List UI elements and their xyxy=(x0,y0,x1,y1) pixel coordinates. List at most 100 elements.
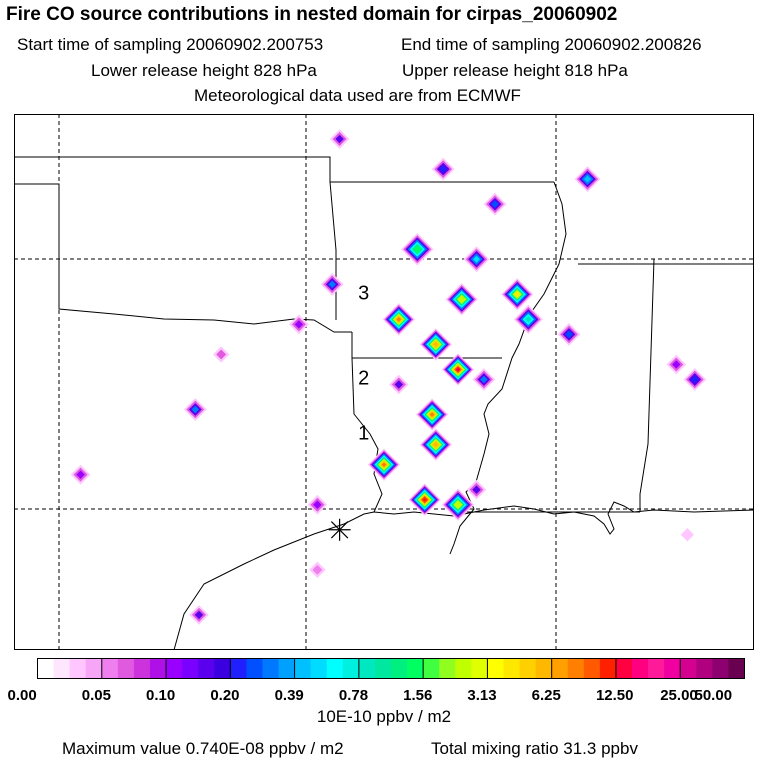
colorbar-tick-label: 0.20 xyxy=(210,687,239,704)
colorbar-tick-label: 50.00 xyxy=(695,687,733,704)
plume-patch xyxy=(466,479,487,500)
lat-lon-grid xyxy=(14,114,754,650)
plume-contour xyxy=(458,296,465,303)
colorbar-cell xyxy=(423,658,440,679)
colorbar-cell xyxy=(567,658,585,679)
state-borders xyxy=(14,156,754,650)
start-time-label: Start time of sampling 20060902.200753 xyxy=(17,35,324,54)
plume-patch xyxy=(320,272,344,296)
plume-contour xyxy=(472,255,481,263)
colorbar-cell xyxy=(278,658,296,679)
plume-contour xyxy=(455,367,461,372)
plume-patch xyxy=(463,246,490,273)
colorbar-cell xyxy=(133,658,151,679)
colorbar-tick-label: 0.39 xyxy=(275,687,304,704)
colorbar-tick-label: 12.50 xyxy=(596,687,634,704)
colorbar-cell xyxy=(198,658,215,679)
plume-patch xyxy=(70,464,91,485)
colorbar-cell xyxy=(101,658,119,679)
plume-patch xyxy=(419,428,452,461)
colorbar-cell xyxy=(294,658,312,679)
colorbar-cell xyxy=(37,658,55,679)
colorbar-cell xyxy=(551,658,569,679)
max-value-label: Maximum value 0.740E-08 ppbv / m2 xyxy=(62,739,344,758)
plume-contour xyxy=(433,442,439,448)
colorbar-cell xyxy=(358,658,376,679)
plume-patch xyxy=(329,129,350,149)
plume-layer xyxy=(70,129,707,625)
plume-contour xyxy=(422,497,428,503)
colorbar-cell xyxy=(53,658,71,679)
plume-patch xyxy=(415,398,449,431)
plume-contour xyxy=(191,405,200,414)
plume-contour xyxy=(76,470,85,479)
upper-height-label: Upper release height 818 hPa xyxy=(402,61,628,80)
colorbar-cell xyxy=(246,658,263,679)
colorbar-cell xyxy=(326,658,344,679)
colorbar-cell xyxy=(487,658,504,679)
colorbar-cell xyxy=(439,658,456,679)
colorbar-cell xyxy=(599,658,617,679)
colorbar-cell xyxy=(374,658,392,679)
colorbar-cell xyxy=(230,658,247,679)
colorbar-cell xyxy=(262,658,280,679)
colorbar-cell xyxy=(680,658,697,679)
plume-patch xyxy=(557,323,581,346)
plume-patch xyxy=(419,328,452,361)
colorbar-cell xyxy=(519,658,537,679)
colorbar-cell xyxy=(69,658,87,679)
colorbar-tick-label: 6.25 xyxy=(532,687,561,704)
trajectory-marker-1: 1 xyxy=(358,423,369,445)
plume-contour xyxy=(294,320,304,329)
plume-contour xyxy=(414,246,421,253)
plume-patch xyxy=(472,368,496,391)
plume-contour xyxy=(480,375,488,384)
colorbar-cell xyxy=(615,658,633,679)
colorbar-tick-label: 0.00 xyxy=(8,687,37,704)
colorbar-tick-label: 0.78 xyxy=(339,687,368,704)
plume-contour xyxy=(312,564,323,575)
plume-contour xyxy=(583,175,592,183)
plume-patch xyxy=(574,166,601,193)
chart-title: Fire CO source contributions in nested d… xyxy=(6,4,618,25)
plume-contour xyxy=(429,412,435,418)
plume-contour xyxy=(680,528,694,542)
total-mixing-label: Total mixing ratio 31.3 ppbv xyxy=(431,739,638,758)
plume-contour xyxy=(313,500,322,509)
colorbar-tick-label: 1.56 xyxy=(403,687,432,704)
plume-patch xyxy=(408,483,441,516)
colorbar-cell xyxy=(310,658,328,679)
plume-contour xyxy=(194,610,204,620)
colorbar-cell xyxy=(182,658,199,679)
plume-contour xyxy=(691,375,699,384)
colorbar-cell xyxy=(632,658,649,679)
plume-patch xyxy=(666,354,687,375)
plume-contour xyxy=(394,380,403,389)
colorbar-cell xyxy=(117,658,135,679)
end-time-label: End time of sampling 20060902.200826 xyxy=(401,35,702,54)
colorbar-cell xyxy=(583,658,601,679)
colorbar-tick-label: 0.10 xyxy=(146,687,175,704)
plume-patch xyxy=(389,374,409,395)
colorbar-cell xyxy=(214,658,231,679)
plume-contour xyxy=(672,360,681,369)
plume-contour xyxy=(335,134,344,144)
plume-patch xyxy=(183,398,207,421)
release-star-icon xyxy=(328,518,351,541)
colorbar: 0.00 0.05 0.10 0.20 0.39 0.78 1.56 3.13 6.25 12.5… xyxy=(8,658,745,704)
plume-patch xyxy=(441,488,475,521)
colorbar-tick-label: 25.00 xyxy=(660,687,698,704)
plume-contour xyxy=(514,291,521,298)
colorbar-unit-label: 10E-10 ppbv / m2 xyxy=(316,707,452,726)
plume-patch xyxy=(382,303,415,336)
plume-patch xyxy=(483,192,507,216)
colorbar-cell xyxy=(407,658,424,679)
colorbar-cell xyxy=(712,658,729,679)
trajectory-marker-2: 2 xyxy=(358,368,369,390)
lower-height-label: Lower release height 828 hPa xyxy=(91,61,317,80)
plume-patch xyxy=(189,605,209,625)
plume-patch xyxy=(367,448,401,481)
colorbar-cell xyxy=(503,658,521,679)
met-data-label: Meteorological data used are from ECMWF xyxy=(194,86,521,105)
plume-patch xyxy=(307,494,328,515)
